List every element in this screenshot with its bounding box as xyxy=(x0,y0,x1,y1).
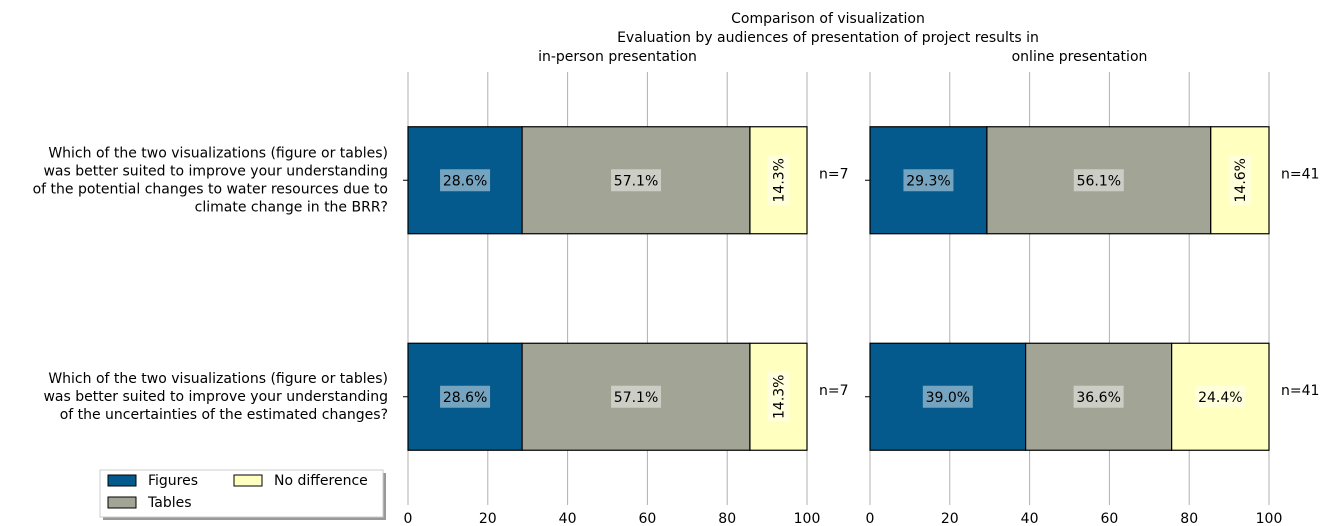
x-tick-label: 80 xyxy=(718,511,736,526)
x-tick-label: 100 xyxy=(794,511,821,526)
value-label-box xyxy=(611,169,662,192)
bar-segment xyxy=(1210,126,1270,235)
value-label-group: 29.3% xyxy=(903,169,954,192)
value-label-group: 14.3% xyxy=(767,155,790,206)
y-tick-label: was better suited to improve your unders… xyxy=(43,163,388,179)
annotation: n=7 xyxy=(819,166,849,182)
value-label: 57.1% xyxy=(614,173,658,189)
panel-subtitle: in-person presentation xyxy=(538,49,697,65)
value-label-box xyxy=(1228,155,1251,206)
chart-title: Comparison of visualization xyxy=(731,11,925,27)
value-label-box xyxy=(1195,385,1246,408)
value-label-box xyxy=(440,169,491,192)
x-tick-label: 40 xyxy=(559,511,577,526)
value-label: 14.6% xyxy=(1233,158,1249,202)
x-tick-label: 80 xyxy=(1180,511,1198,526)
y-tick-label: of the potential changes to water resour… xyxy=(33,181,388,197)
x-tick-label: 0 xyxy=(404,511,413,526)
value-label-box xyxy=(903,169,954,192)
value-label-group: 28.6% xyxy=(440,169,491,192)
y-tick-label: was better suited to improve your unders… xyxy=(43,389,388,405)
value-label-group: 28.6% xyxy=(440,385,491,408)
chart-title: Evaluation by audiences of presentation … xyxy=(617,30,1039,46)
bar-segment xyxy=(521,342,751,451)
value-label: 39.0% xyxy=(926,390,970,406)
bar-segment xyxy=(749,342,808,451)
bar-segment xyxy=(1171,342,1270,451)
legend-label: Figures xyxy=(148,473,198,489)
bar-segment xyxy=(749,126,808,235)
annotation: n=41 xyxy=(1281,166,1319,182)
x-tick-label: 20 xyxy=(941,511,959,526)
legend-label: Tables xyxy=(147,495,192,511)
legend-swatch xyxy=(107,496,137,509)
legend-swatch xyxy=(233,474,263,487)
value-label: 14.3% xyxy=(771,158,787,202)
x-tick-label: 0 xyxy=(866,511,875,526)
value-label-group: 14.3% xyxy=(767,371,790,422)
x-tick-label: 60 xyxy=(1100,511,1118,526)
value-label: 36.6% xyxy=(1076,390,1120,406)
bar-segment xyxy=(521,126,751,235)
bar-segment xyxy=(407,342,523,451)
value-label-box xyxy=(767,155,790,206)
value-label-group: 57.1% xyxy=(611,169,662,192)
legend-label: No difference xyxy=(274,473,368,489)
value-label-group: 56.1% xyxy=(1073,169,1124,192)
panel-subtitle: online presentation xyxy=(1012,49,1148,65)
y-tick-label: climate change in the BRR? xyxy=(195,199,388,215)
value-label-group: 36.6% xyxy=(1073,385,1124,408)
bar-segment xyxy=(869,126,988,235)
value-label-box xyxy=(922,385,973,408)
value-label-group: 24.4% xyxy=(1195,385,1246,408)
value-label-group: 14.6% xyxy=(1228,155,1251,206)
bar-segment xyxy=(869,342,1027,451)
y-tick-label: Which of the two visualizations (figure … xyxy=(48,145,388,161)
value-label-box xyxy=(1073,169,1124,192)
value-label: 29.3% xyxy=(906,173,950,189)
bar-segment xyxy=(986,126,1212,235)
value-label-box xyxy=(767,371,790,422)
legend-swatch xyxy=(107,474,137,487)
bar-segment xyxy=(407,126,523,235)
value-label-box xyxy=(1073,385,1124,408)
bar-segment xyxy=(1025,342,1173,451)
y-tick-label: Which of the two visualizations (figure … xyxy=(48,371,388,387)
value-label: 28.6% xyxy=(443,173,487,189)
annotation: n=7 xyxy=(819,383,849,399)
x-tick-label: 40 xyxy=(1021,511,1039,526)
value-label-group: 57.1% xyxy=(611,385,662,408)
value-label-box xyxy=(440,385,491,408)
x-tick-label: 60 xyxy=(638,511,656,526)
value-label-box xyxy=(611,385,662,408)
value-label: 24.4% xyxy=(1198,390,1242,406)
value-label: 28.6% xyxy=(443,390,487,406)
value-label: 14.3% xyxy=(771,375,787,419)
value-label: 56.1% xyxy=(1077,173,1121,189)
value-label: 57.1% xyxy=(614,390,658,406)
y-tick-label: of the uncertainties of the estimated ch… xyxy=(60,407,388,423)
annotation: n=41 xyxy=(1281,383,1319,399)
value-label-group: 39.0% xyxy=(922,385,973,408)
x-tick-label: 20 xyxy=(479,511,497,526)
x-tick-label: 100 xyxy=(1256,511,1283,526)
